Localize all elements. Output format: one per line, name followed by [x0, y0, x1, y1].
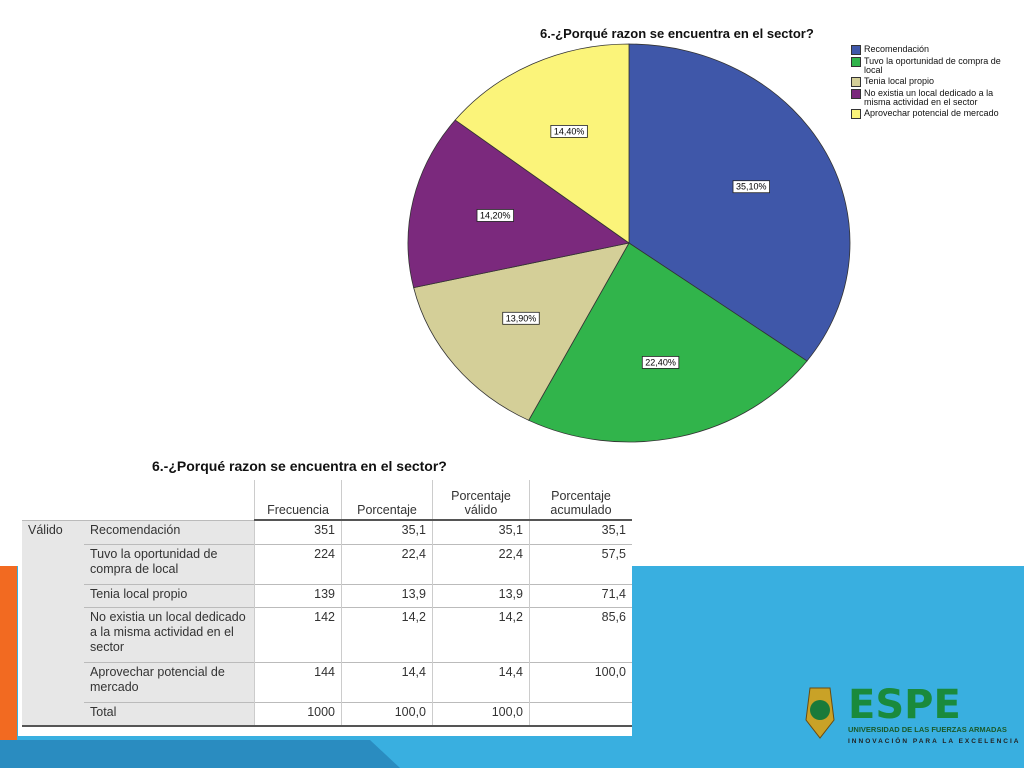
table-cell: 144 — [254, 661, 342, 702]
data-label: 22,40% — [645, 357, 676, 367]
table-cell: 57,5 — [529, 543, 632, 584]
column-header: Porcentaje válido — [432, 480, 530, 521]
table-row: Aprovechar potencial de mercado 144 14,4 14… — [22, 661, 632, 702]
data-label: 14,40% — [554, 126, 585, 136]
table-cell: 35,1 — [432, 519, 530, 544]
data-label-box — [476, 209, 514, 222]
table-cell: 139 — [254, 583, 342, 607]
logo-line1: UNIVERSIDAD DE LAS FUERZAS ARMADAS — [848, 725, 1007, 734]
pie-chart: 35,10% 22,40% 13,90% 14,20% 14,40% — [407, 43, 851, 443]
pie-slice — [628, 43, 851, 362]
table-cell: 14,4 — [432, 661, 530, 702]
table-cell: 100,0 — [432, 701, 530, 727]
row-label: No existia un local dedicado a la misma … — [84, 606, 255, 662]
legend-label: Recomendación — [864, 44, 930, 54]
table-row: Tenia local propio 139 13,9 13,9 71,4 — [22, 583, 632, 607]
legend-swatch — [851, 89, 861, 99]
pie-slice — [528, 242, 808, 443]
header-blank — [22, 480, 84, 520]
table-cell: 35,1 — [341, 519, 433, 544]
legend-item: Tenia local propio — [851, 77, 1001, 87]
header-row: Frecuencia Porcentaje Porcentaje válido Por… — [22, 480, 632, 521]
row-label: Recomendación — [84, 519, 255, 544]
legend-label: Aprovechar potencial de mercado — [864, 108, 999, 118]
data-label: 14,20% — [480, 210, 511, 220]
dark-band — [0, 740, 400, 768]
row-label: Total — [84, 701, 255, 727]
orange-band — [0, 566, 17, 740]
table-cell: 100,0 — [529, 661, 632, 702]
logo-line2: INNOVACIÓN PARA LA EXCELENCIA — [848, 736, 1020, 745]
data-label-box — [732, 180, 770, 194]
data-label-box — [550, 125, 588, 138]
table-title: 6.-¿Porqué razon se encuentra en el sect… — [152, 458, 447, 474]
table-cell: 13,9 — [432, 583, 530, 607]
legend-item: Aprovechar potencial de mercado — [851, 109, 1001, 119]
table-cell: 14,4 — [341, 661, 433, 702]
row-label: Tuvo la oportunidad de compra de local — [84, 543, 255, 584]
data-label: 35,10% — [736, 182, 767, 192]
row-label: Tenia local propio — [84, 583, 255, 607]
table-cell: 14,2 — [432, 606, 530, 662]
table-cell: 1000 — [254, 701, 342, 727]
legend-item: Recomendación — [851, 45, 1001, 55]
legend-swatch — [851, 77, 861, 87]
table-cell: 85,6 — [529, 606, 632, 662]
table-cell: 224 — [254, 543, 342, 584]
logo-name: ESPE — [848, 682, 961, 728]
table-cell: 35,1 — [529, 519, 632, 544]
legend-swatch — [851, 57, 861, 67]
table-cell: 100,0 — [341, 701, 433, 727]
logo: ESPE UNIVERSIDAD DE LAS FUERZAS ARMADAS … — [805, 682, 1020, 745]
table-cell: 351 — [254, 519, 342, 544]
group-label: Válido — [22, 519, 84, 727]
table-cell: 14,2 — [341, 606, 433, 662]
chart-title: 6.-¿Porqué razon se encuentra en el sect… — [540, 26, 814, 41]
data-label-box — [641, 356, 680, 369]
legend-swatch — [851, 45, 861, 55]
pie-slice — [413, 242, 630, 421]
legend-swatch — [851, 109, 861, 119]
table-cell — [529, 701, 632, 727]
row-label: Aprovechar potencial de mercado — [84, 661, 255, 702]
table-row: No existia un local dedicado a la misma … — [22, 606, 632, 662]
legend: Recomendación Tuvo la oportunidad de comp… — [851, 45, 1001, 121]
pie-slice — [454, 43, 630, 244]
table-cell: 22,4 — [341, 543, 433, 584]
table: Frecuencia Porcentaje Porcentaje válido Por… — [22, 480, 632, 727]
table-box: Frecuencia Porcentaje Porcentaje válido Por… — [18, 478, 632, 736]
table-cell: 71,4 — [529, 583, 632, 607]
legend-item: No existia un local dedicado a la misma … — [851, 89, 1001, 107]
data-label-box — [502, 311, 540, 325]
column-header: Porcentaje acumulado — [529, 480, 632, 521]
legend-label: Tenia local propio — [864, 76, 935, 86]
table-cell: 142 — [254, 606, 342, 662]
legend-item: Tuvo la oportunidad de compra de local — [851, 57, 1001, 75]
table-row: Tuvo la oportunidad de compra de local 22… — [22, 543, 632, 584]
data-label: 13,90% — [506, 313, 537, 323]
table-row: Total 1000 100,0 100,0 — [22, 701, 632, 727]
legend-label: Tuvo la oportunidad de compra de local — [864, 56, 1001, 75]
table-cell: 13,9 — [341, 583, 433, 607]
table-cell: 22,4 — [432, 543, 530, 584]
pie-slice — [407, 119, 630, 289]
column-header: Porcentaje — [341, 480, 433, 521]
column-header: Frecuencia — [254, 480, 342, 521]
emblem-center — [810, 700, 830, 720]
header-blank — [84, 480, 255, 520]
table-row: Válido Recomendación 351 35,1 35,1 35,1 — [22, 519, 632, 727]
legend-label: No existia un local dedicado a la misma … — [864, 88, 994, 107]
